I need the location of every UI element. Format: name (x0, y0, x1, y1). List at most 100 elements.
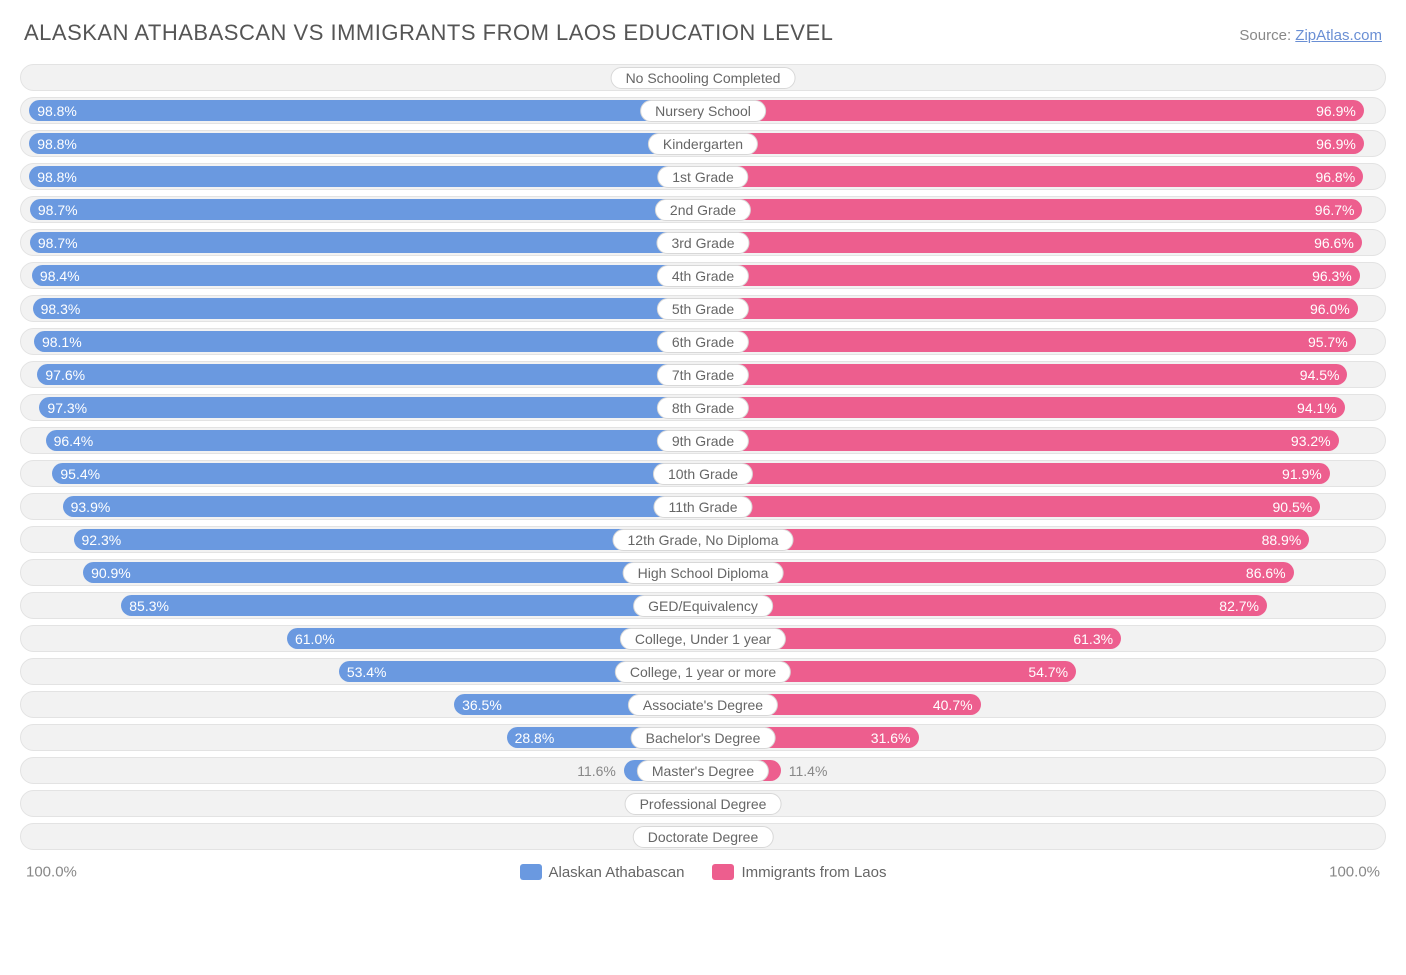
category-label: Nursery School (640, 100, 766, 122)
pct-right: 95.7% (1308, 334, 1348, 350)
pct-right: 40.7% (933, 697, 973, 713)
pct-left: 98.1% (42, 334, 82, 350)
pct-right: 96.0% (1310, 301, 1350, 317)
bar-left: 85.3% (121, 595, 703, 616)
chart-header: ALASKAN ATHABASCAN VS IMMIGRANTS FROM LA… (20, 20, 1386, 46)
source-link[interactable]: ZipAtlas.com (1295, 27, 1382, 44)
pct-right: 94.5% (1300, 367, 1340, 383)
bar-right: 86.6% (703, 562, 1294, 583)
pct-left: 36.5% (462, 697, 502, 713)
chart-row: 11.6%11.4%Master's Degree (20, 757, 1386, 784)
bar-right: 93.2% (703, 430, 1339, 451)
chart-row: 98.7% 96.7% 2nd Grade (20, 196, 1386, 223)
category-label: 3rd Grade (656, 232, 749, 254)
pct-right: 96.8% (1315, 169, 1355, 185)
pct-right: 96.3% (1312, 268, 1352, 284)
bar-left: 96.4% (46, 430, 703, 451)
category-label: College, 1 year or more (615, 661, 791, 683)
chart-row: 1.7%1.4%Doctorate Degree (20, 823, 1386, 850)
chart-row: 96.4% 93.2% 9th Grade (20, 427, 1386, 454)
pct-right: 54.7% (1028, 664, 1068, 680)
pct-right: 94.1% (1297, 400, 1337, 416)
pct-left: 85.3% (129, 598, 169, 614)
category-label: High School Diploma (623, 562, 784, 584)
bar-right: 94.5% (703, 364, 1347, 385)
bar-left: 98.8% (29, 166, 703, 187)
bar-right: 91.9% (703, 463, 1330, 484)
pct-left: 61.0% (295, 631, 335, 647)
chart-footer: 100.0% Alaskan Athabascan Immigrants fro… (20, 860, 1386, 884)
chart-source: Source: ZipAtlas.com (1239, 27, 1382, 44)
chart-row: 92.3% 88.9%12th Grade, No Diploma (20, 526, 1386, 553)
bar-right: 94.1% (703, 397, 1345, 418)
pct-left: 90.9% (91, 565, 131, 581)
pct-right: 11.4% (789, 763, 828, 779)
bar-left: 98.7% (30, 232, 703, 253)
chart-row: 28.8%31.6%Bachelor's Degree (20, 724, 1386, 751)
category-label: GED/Equivalency (633, 595, 773, 617)
legend-label-left: Alaskan Athabascan (549, 864, 685, 881)
chart-row: 98.1% 95.7% 6th Grade (20, 328, 1386, 355)
bar-right: 96.9% (703, 133, 1364, 154)
chart-row: 3.8%3.2%Professional Degree (20, 790, 1386, 817)
bar-right: 96.0% (703, 298, 1358, 319)
pct-right: 96.7% (1315, 202, 1355, 218)
pct-left: 53.4% (347, 664, 387, 680)
chart-row: 1.5%3.1%No Schooling Completed (20, 64, 1386, 91)
category-label: 2nd Grade (655, 199, 751, 221)
chart-row: 98.7%96.6%3rd Grade (20, 229, 1386, 256)
category-label: College, Under 1 year (620, 628, 786, 650)
legend-item-right: Immigrants from Laos (712, 864, 886, 881)
category-label: Bachelor's Degree (631, 727, 776, 749)
chart-row: 61.0%61.3%College, Under 1 year (20, 625, 1386, 652)
category-label: Associate's Degree (628, 694, 778, 716)
legend-label-right: Immigrants from Laos (741, 864, 886, 881)
legend-item-left: Alaskan Athabascan (520, 864, 685, 881)
chart-row: 90.9% 86.6% High School Diploma (20, 559, 1386, 586)
pct-right: 82.7% (1219, 598, 1259, 614)
bar-left: 98.8% (29, 100, 703, 121)
chart-row: 85.3% 82.7% GED/Equivalency (20, 592, 1386, 619)
category-label: Kindergarten (648, 133, 758, 155)
category-label: 11th Grade (653, 496, 752, 518)
chart-row: 97.3%94.1%8th Grade (20, 394, 1386, 421)
pct-left: 92.3% (82, 532, 122, 548)
category-label: 12th Grade, No Diploma (613, 529, 794, 551)
chart-title: ALASKAN ATHABASCAN VS IMMIGRANTS FROM LA… (24, 20, 833, 46)
chart-row: 36.5% 40.7% Associate's Degree (20, 691, 1386, 718)
pct-right: 91.9% (1282, 466, 1322, 482)
chart-row: 98.8% 96.9%Kindergarten (20, 130, 1386, 157)
chart-row: 53.4% 54.7% College, 1 year or more (20, 658, 1386, 685)
pct-left: 96.4% (54, 433, 94, 449)
pct-left: 98.7% (38, 235, 78, 251)
pct-left: 97.6% (45, 367, 85, 383)
category-label: 6th Grade (657, 331, 749, 353)
pct-right: 90.5% (1273, 499, 1313, 515)
bar-right: 90.5% (703, 496, 1320, 517)
chart-row: 97.6% 94.5% 7th Grade (20, 361, 1386, 388)
legend-swatch-left (520, 864, 542, 880)
category-label: 1st Grade (657, 166, 748, 188)
category-label: 10th Grade (653, 463, 753, 485)
pct-left: 98.8% (37, 169, 77, 185)
bar-right: 88.9% (703, 529, 1309, 550)
bar-right: 96.9% (703, 100, 1364, 121)
pct-left: 93.9% (71, 499, 111, 515)
source-label: Source: (1239, 27, 1291, 44)
category-label: 7th Grade (657, 364, 749, 386)
bar-left: 92.3% (74, 529, 703, 550)
pct-right: 86.6% (1246, 565, 1286, 581)
legend-swatch-right (712, 864, 734, 880)
pct-right: 93.2% (1291, 433, 1331, 449)
pct-left: 95.4% (60, 466, 100, 482)
pct-left: 28.8% (515, 730, 555, 746)
category-label: 9th Grade (657, 430, 749, 452)
bar-right: 96.8% (703, 166, 1363, 187)
pct-left: 98.8% (37, 136, 77, 152)
category-label: Doctorate Degree (633, 826, 774, 848)
bar-right: 96.3% (703, 265, 1360, 286)
pct-left: 98.7% (38, 202, 78, 218)
pct-left: 11.6% (577, 763, 616, 779)
bar-left: 95.4% (52, 463, 703, 484)
bar-left: 98.1% (34, 331, 703, 352)
